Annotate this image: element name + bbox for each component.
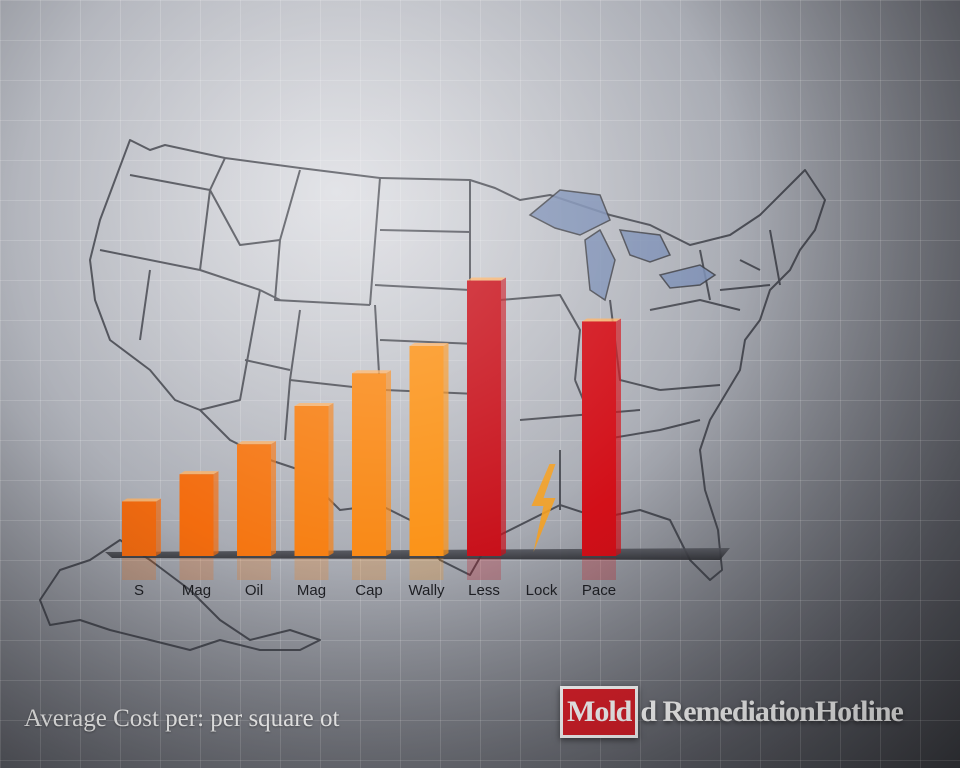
bar-front (352, 373, 386, 556)
bar-reflection (237, 558, 271, 580)
bar-front (409, 346, 444, 556)
bar-front (294, 406, 329, 556)
chart-caption: Average Cost per: per square ot (24, 705, 340, 732)
bar-reflection (122, 558, 156, 580)
bar-side (443, 343, 449, 556)
x-tick-label: Oil (245, 582, 263, 599)
bar (352, 370, 391, 580)
bar (294, 403, 334, 580)
bar-reflection (352, 558, 386, 580)
x-tick-label: Mag (182, 582, 211, 599)
bar (467, 277, 506, 580)
bar (582, 318, 621, 580)
bar-side (386, 370, 391, 556)
bar-side (616, 318, 621, 556)
bar-top (237, 441, 276, 445)
bar-reflection (409, 558, 444, 580)
brand-logo: Mold d RemediationHotline (560, 682, 904, 742)
bar-top (352, 370, 391, 374)
bar-front (122, 501, 156, 556)
bar-top (294, 403, 334, 406)
brand-logo-box: Mold (560, 686, 639, 738)
bar-reflection (179, 558, 214, 580)
bar-side (328, 403, 334, 556)
bar-top (409, 343, 449, 346)
x-tick-label: Pace (582, 582, 616, 599)
x-tick-label: S (134, 582, 144, 599)
brand-logo-text: d RemediationHotline (640, 695, 903, 728)
bar-side (156, 498, 161, 556)
bar-front (237, 444, 271, 556)
bar-front (582, 321, 616, 556)
bar-reflection (582, 558, 616, 580)
bar-top (179, 471, 219, 475)
bar (179, 471, 219, 580)
bar-reflection (294, 558, 329, 580)
x-tick-label: Less (468, 582, 500, 599)
bar-top (122, 498, 161, 502)
bar-front (179, 474, 214, 556)
x-tick-label: Mag (297, 582, 326, 599)
bar-side (213, 471, 219, 556)
bar-top (582, 318, 621, 322)
x-tick-label: Wally (408, 582, 445, 599)
bar-side (501, 277, 506, 556)
x-tick-label: Cap (355, 582, 383, 599)
bar (122, 498, 161, 580)
lightning-bolt-icon (531, 464, 556, 552)
bar-side (271, 441, 276, 556)
bar-reflection (467, 558, 501, 580)
bar (409, 343, 449, 580)
x-tick-label: Lock (526, 582, 558, 599)
bar-front (467, 280, 501, 556)
bar (237, 441, 276, 580)
bar-top (467, 277, 506, 281)
